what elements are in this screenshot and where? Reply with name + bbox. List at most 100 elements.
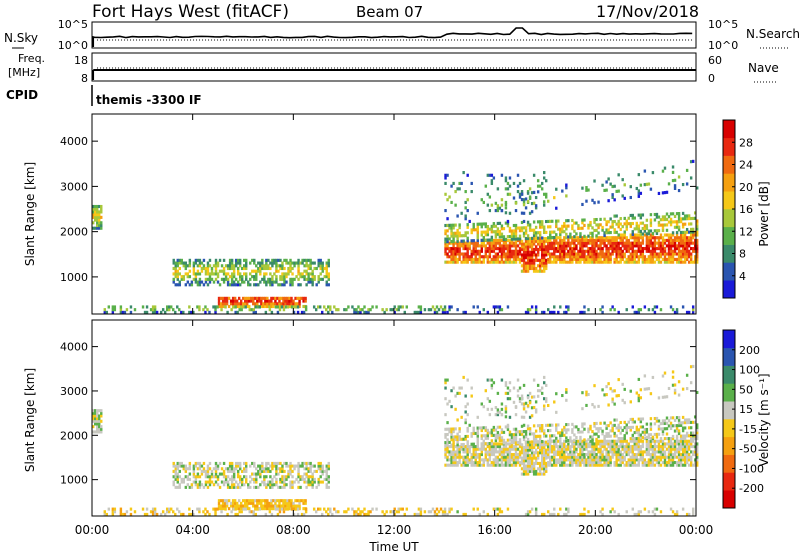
velocity-cell: [512, 427, 516, 431]
power-cell: [299, 283, 302, 287]
power-cell: [357, 310, 360, 314]
colorbar-swatch: [723, 120, 735, 139]
colorbar-tick-label: 24: [739, 159, 753, 172]
velocity-cell: [536, 453, 540, 457]
power-cell: [659, 244, 663, 248]
velocity-cell: [601, 439, 604, 443]
velocity-cell: [232, 467, 236, 471]
velocity-cell: [683, 463, 687, 467]
velocity-cell: [675, 416, 679, 420]
power-cell: [627, 249, 630, 253]
velocity-cell: [452, 386, 455, 390]
velocity-cell: [243, 483, 246, 487]
power-cell: [522, 266, 526, 271]
power-cell: [113, 305, 117, 309]
power-cell: [510, 229, 514, 233]
power-cell: [623, 252, 626, 256]
power-cell: [538, 220, 542, 224]
velocity-cell: [214, 475, 218, 479]
velocity-cell: [292, 507, 296, 511]
velocity-cell: [635, 445, 639, 449]
velocity-cell: [679, 447, 683, 451]
velocity-cell: [599, 447, 602, 451]
power-cell: [532, 250, 536, 254]
power-cell: [275, 269, 278, 273]
power-cell: [625, 260, 628, 264]
velocity-cell: [223, 504, 227, 508]
velocity-cell: [667, 439, 671, 443]
power-cell: [383, 310, 386, 314]
velocity-cell: [452, 450, 455, 454]
velocity-cell: [283, 477, 286, 481]
power-cell: [282, 304, 285, 309]
power-cell: [514, 209, 518, 213]
power-cell: [281, 277, 284, 281]
velocity-cell: [369, 510, 372, 514]
velocity-cell: [603, 421, 606, 425]
velocity-cell: [504, 461, 508, 465]
power-cell: [111, 310, 115, 314]
power-cell: [609, 257, 612, 262]
velocity-cell: [258, 499, 261, 503]
power-cell: [456, 260, 459, 264]
velocity-cell: [681, 421, 685, 425]
power-cell: [555, 255, 558, 259]
power-cell: [261, 258, 264, 262]
power-cell: [518, 241, 522, 245]
power-cell: [460, 211, 463, 215]
power-cell: [316, 305, 320, 309]
power-cell: [538, 184, 542, 188]
power-cell: [225, 302, 229, 306]
power-cell: [283, 280, 286, 284]
velocity-cell: [190, 512, 193, 516]
power-cell: [273, 261, 276, 265]
power-cell: [353, 310, 356, 314]
velocity-cell: [151, 507, 155, 511]
velocity-cell: [293, 480, 296, 484]
velocity-cell: [196, 467, 200, 471]
power-cell: [317, 280, 320, 284]
power-cell: [542, 192, 546, 196]
power-cell: [474, 247, 477, 251]
velocity-cell: [452, 438, 455, 442]
power-cell: [96, 218, 99, 222]
power-cell: [98, 218, 101, 222]
power-cell: [565, 244, 568, 248]
nsearch-label: N.Search: [746, 27, 800, 41]
velocity-cell: [470, 463, 473, 467]
velocity-cell: [693, 458, 697, 462]
power-cell: [520, 247, 524, 252]
power-cell: [405, 305, 408, 309]
velocity-cell: [488, 378, 492, 382]
power-cell: [685, 247, 689, 251]
velocity-cell: [619, 439, 622, 443]
power-colorbar-label: Power [dB]: [757, 181, 771, 246]
power-cell: [557, 257, 560, 262]
velocity-cell: [484, 426, 488, 430]
velocity-cell: [247, 485, 250, 489]
power-cell: [234, 305, 237, 309]
velocity-cell: [601, 432, 604, 436]
velocity-cell: [540, 448, 544, 452]
velocity-cell: [685, 455, 689, 459]
power-cell: [665, 257, 669, 262]
power-cell: [458, 249, 461, 253]
velocity-cell: [492, 445, 496, 449]
power-cell: [665, 233, 669, 237]
velocity-cell: [216, 483, 220, 487]
power-cell: [145, 305, 149, 309]
velocity-cell: [577, 430, 580, 434]
velocity-cell: [631, 420, 634, 424]
velocity-cell: [528, 467, 532, 471]
power-cell: [220, 277, 224, 281]
velocity-cell: [492, 450, 496, 454]
power-cell: [476, 233, 479, 237]
power-cell: [536, 253, 540, 257]
velocity-cell: [613, 450, 616, 454]
power-cell: [639, 255, 643, 259]
power-cell: [671, 255, 675, 259]
power-cell: [619, 236, 622, 240]
velocity-cell: [327, 512, 330, 516]
velocity-cell: [607, 432, 610, 436]
power-cell: [296, 296, 299, 300]
